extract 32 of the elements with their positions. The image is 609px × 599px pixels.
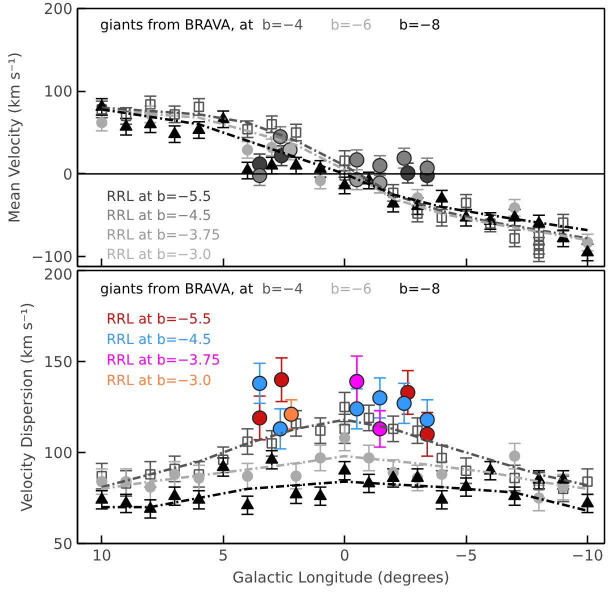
text: RRL at b=−3.0	[106, 246, 212, 263]
x-tick-label: −5	[455, 546, 478, 564]
text: RRL at b=−3.0	[106, 373, 212, 390]
annotation: giants from BRAVA, at	[100, 17, 254, 34]
text: b=−8	[398, 282, 440, 298]
text: RRL at b=−3.75	[106, 352, 220, 369]
y-axis-title: Mean Velocity (km s⁻¹)	[5, 52, 24, 223]
text: b=−8	[398, 17, 440, 34]
y-tick-label: 0	[62, 165, 73, 184]
text: b=−4	[262, 17, 304, 34]
text: RRL at b=−5.5	[106, 312, 212, 328]
x-tick-label: −10	[572, 546, 604, 564]
x-tick-label: 0	[340, 546, 350, 564]
y-tick-label: 100	[44, 82, 73, 101]
text: RRL at b=−3.75	[106, 228, 220, 244]
x-axis-title: Galactic Longitude (degrees)	[232, 568, 450, 586]
text: RRL at b=−5.5	[106, 188, 212, 205]
y-tick-label: 100	[44, 444, 73, 462]
text: RRL at b=−4.5	[106, 332, 212, 348]
text: b=−6	[330, 17, 372, 34]
x-tick-label: 10	[92, 546, 112, 564]
y-tick-label: 50	[53, 535, 73, 553]
annotation: giants from BRAVA, at	[100, 282, 254, 298]
y-axis-title: Velocity Dispersion (km s⁻¹)	[18, 302, 36, 512]
y-tick-label: 200	[44, 0, 73, 18]
text: b=−6	[330, 282, 372, 298]
text: b=−4	[262, 282, 304, 298]
y-tick-label: 150	[44, 353, 73, 371]
text: RRL at b=−4.5	[106, 208, 212, 224]
x-tick-label: 5	[218, 546, 228, 564]
y-tick-label: 200	[44, 266, 73, 284]
y-tick-label: −100	[31, 248, 73, 266]
